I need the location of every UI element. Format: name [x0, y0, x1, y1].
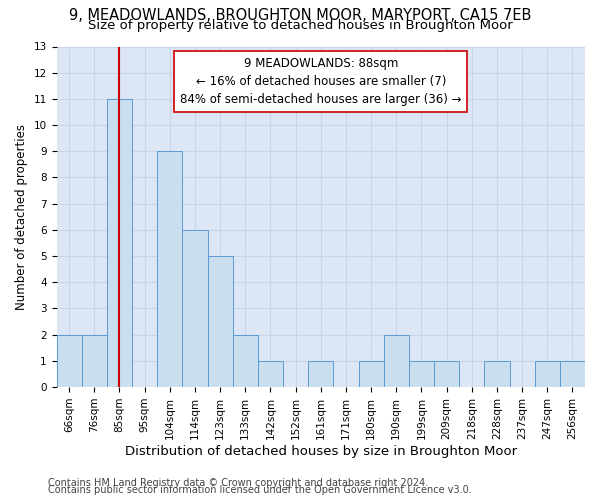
Bar [308, 361, 334, 387]
Text: 9, MEADOWLANDS, BROUGHTON MOOR, MARYPORT, CA15 7EB: 9, MEADOWLANDS, BROUGHTON MOOR, MARYPORT… [69, 8, 531, 22]
Bar [560, 361, 585, 387]
Text: Size of property relative to detached houses in Broughton Moor: Size of property relative to detached ho… [88, 19, 512, 32]
Text: Contains public sector information licensed under the Open Government Licence v3: Contains public sector information licen… [48, 485, 472, 495]
Bar [208, 256, 233, 387]
Bar [535, 361, 560, 387]
Y-axis label: Number of detached properties: Number of detached properties [15, 124, 28, 310]
Bar [409, 361, 434, 387]
Bar [484, 361, 509, 387]
Bar [82, 334, 107, 387]
Bar [182, 230, 208, 387]
Bar [258, 361, 283, 387]
Bar [233, 334, 258, 387]
Bar [56, 334, 82, 387]
Bar [107, 99, 132, 387]
Bar [434, 361, 459, 387]
Bar [157, 152, 182, 387]
Bar [359, 361, 383, 387]
X-axis label: Distribution of detached houses by size in Broughton Moor: Distribution of detached houses by size … [125, 444, 517, 458]
Bar [383, 334, 409, 387]
Text: 9 MEADOWLANDS: 88sqm
← 16% of detached houses are smaller (7)
84% of semi-detach: 9 MEADOWLANDS: 88sqm ← 16% of detached h… [180, 56, 461, 106]
Text: Contains HM Land Registry data © Crown copyright and database right 2024.: Contains HM Land Registry data © Crown c… [48, 478, 428, 488]
